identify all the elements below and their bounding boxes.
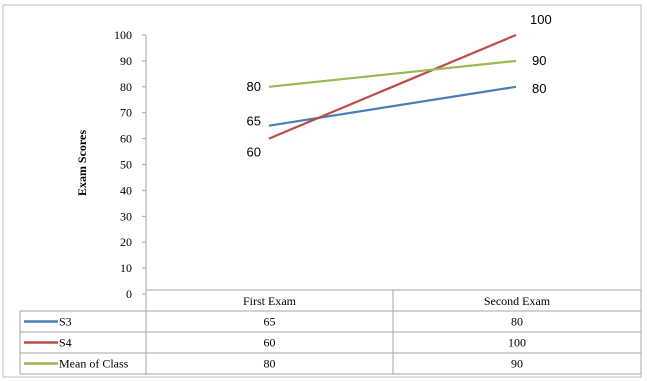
data-label: 100 — [530, 12, 552, 27]
y-tick-label: 50 — [120, 158, 132, 172]
y-tick-label: 90 — [120, 54, 132, 68]
data-label: 90 — [532, 53, 546, 68]
legend-label: Mean of Class — [59, 357, 129, 371]
series-lines — [268, 33, 517, 140]
data-label: 60 — [247, 145, 261, 160]
data-label: 80 — [532, 81, 546, 96]
y-tick-label: 70 — [120, 106, 132, 120]
data-label: 80 — [247, 79, 261, 94]
legend-label: S4 — [59, 336, 72, 350]
data-table: First Exam Second Exam S3 65 80 S4 60 100 Mean o… — [19, 289, 642, 375]
series-line-s4 — [268, 33, 517, 140]
y-tick-label: 30 — [120, 209, 132, 223]
chart-frame — [2, 4, 642, 378]
y-tick-label: 0 — [126, 287, 132, 301]
y-axis-title: Exam Scores — [75, 130, 89, 196]
table-cell-value: 80 — [511, 315, 523, 329]
series-line-mean-of-class — [268, 59, 517, 88]
data-label: 65 — [247, 114, 261, 129]
table-cell-value: 80 — [264, 357, 276, 371]
series-line-s3 — [268, 85, 517, 127]
y-tick-label: 80 — [120, 80, 132, 94]
table-cell-value: 100 — [508, 336, 526, 350]
x-category-label: Second Exam — [484, 294, 551, 308]
legend-label: S3 — [59, 315, 72, 329]
y-tick-label: 60 — [120, 132, 132, 146]
y-tick-label: 20 — [120, 235, 132, 249]
table-cell-value: 60 — [264, 336, 276, 350]
data-labels: 65 80 60 100 80 90 — [247, 12, 552, 160]
y-tick-label: 40 — [120, 183, 132, 197]
y-axis: 0 10 20 30 40 50 60 70 80 90 100 — [114, 28, 147, 301]
table-cell-value: 65 — [264, 315, 276, 329]
y-tick-label: 10 — [120, 261, 132, 275]
table-cell-value: 90 — [511, 357, 523, 371]
x-category-label: First Exam — [243, 294, 297, 308]
y-tick-label: 100 — [114, 28, 132, 42]
